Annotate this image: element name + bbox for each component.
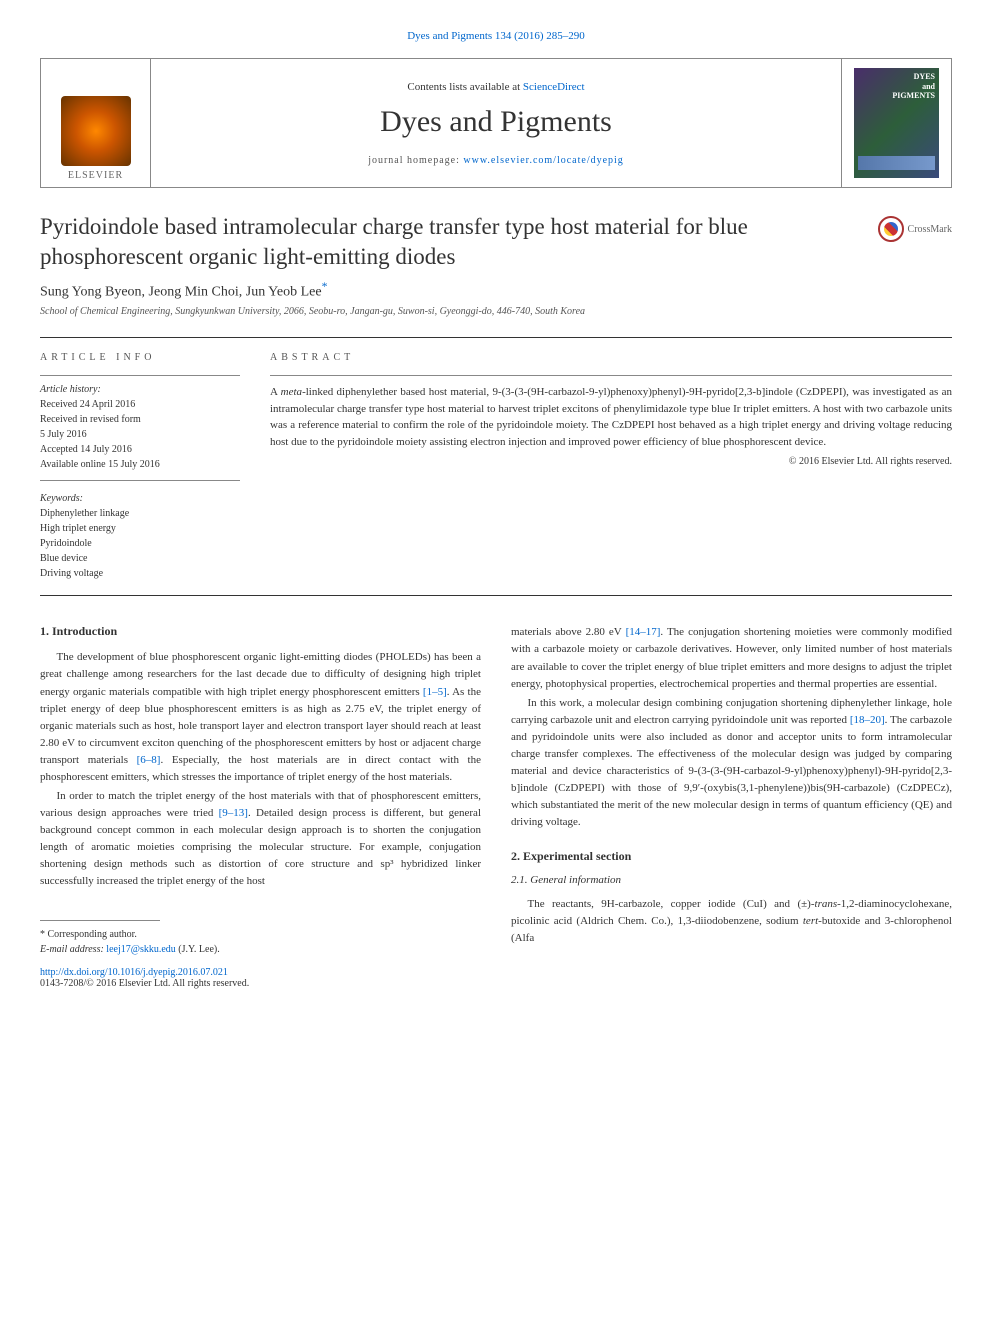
ref-link[interactable]: [1–5] [423, 686, 447, 698]
heading-general-info: 2.1. General information [511, 874, 952, 886]
rule-top [40, 337, 952, 338]
journal-name: Dyes and Pigments [380, 105, 612, 139]
corresponding-mark: * [322, 280, 328, 293]
elsevier-tree-icon [61, 96, 131, 166]
citation-suffix: 290 [568, 30, 585, 42]
ref-link[interactable]: [14–17] [626, 626, 661, 638]
history-item: Received 24 April 2016 [40, 397, 240, 412]
body-columns: 1. Introduction The development of blue … [40, 624, 952, 989]
contents-line: Contents lists available at ScienceDirec… [407, 81, 584, 93]
homepage-url[interactable]: www.elsevier.com/locate/dyepig [463, 155, 623, 166]
top-citation-link[interactable]: Dyes and Pigments 134 (2016) 285–290 [40, 30, 952, 42]
article-info-block: ARTICLE INFO Article history: Received 2… [40, 352, 240, 581]
col2-para-1: materials above 2.80 eV [14–17]. The con… [511, 624, 952, 692]
journal-masthead: ELSEVIER Contents lists available at Sci… [40, 58, 952, 188]
footer-copyright: 0143-7208/© 2016 Elsevier Ltd. All right… [40, 978, 481, 989]
doi-line: http://dx.doi.org/10.1016/j.dyepig.2016.… [40, 967, 481, 978]
abstract-block: ABSTRACT A meta-linked diphenylether bas… [270, 352, 952, 581]
sciencedirect-link[interactable]: ScienceDirect [523, 81, 585, 93]
crossmark-icon [878, 216, 904, 242]
history-item: 5 July 2016 [40, 427, 240, 442]
crossmark-label: CrossMark [908, 224, 952, 235]
col2-para-2: In this work, a molecular design combini… [511, 695, 952, 831]
column-right: materials above 2.80 eV [14–17]. The con… [511, 624, 952, 989]
abstract-label: ABSTRACT [270, 352, 952, 363]
doi-link[interactable]: http://dx.doi.org/10.1016/j.dyepig.2016.… [40, 967, 228, 978]
abstract-copyright: © 2016 Elsevier Ltd. All rights reserved… [270, 456, 952, 467]
article-title: Pyridoindole based intramolecular charge… [40, 212, 858, 272]
keywords-label: Keywords: [40, 493, 240, 504]
journal-cover-thumbnail: DYES and PIGMENTS [854, 68, 939, 178]
authors-line: Sung Yong Byeon, Jeong Min Choi, Jun Yeo… [40, 280, 952, 301]
heading-introduction: 1. Introduction [40, 624, 481, 639]
article-info-label: ARTICLE INFO [40, 352, 240, 363]
homepage-line: journal homepage: www.elsevier.com/locat… [368, 155, 624, 166]
meta-row: ARTICLE INFO Article history: Received 2… [40, 352, 952, 581]
history-item: Available online 15 July 2016 [40, 457, 240, 472]
publisher-logo-cell: ELSEVIER [41, 59, 151, 187]
col2-para-3: The reactants, 9H-carbazole, copper iodi… [511, 896, 952, 947]
column-left: 1. Introduction The development of blue … [40, 624, 481, 989]
contents-prefix: Contents lists available at [407, 81, 522, 93]
email-name: (J.Y. Lee). [176, 944, 220, 955]
footer-rule [40, 920, 160, 921]
cover-strip [858, 156, 935, 170]
info-rule [40, 375, 240, 376]
ref-link[interactable]: [9–13] [219, 807, 248, 819]
crossmark-badge[interactable]: CrossMark [878, 216, 952, 242]
corr-label: * Corresponding author. [40, 927, 481, 942]
keyword-item: Driving voltage [40, 566, 240, 581]
cover-title: DYES and PIGMENTS [858, 72, 935, 101]
email-label: E-mail address: [40, 944, 106, 955]
abstract-rule [270, 375, 952, 376]
masthead-center: Contents lists available at ScienceDirec… [151, 59, 841, 187]
ref-link[interactable]: [6–8] [137, 754, 161, 766]
authors-text: Sung Yong Byeon, Jeong Min Choi, Jun Yeo… [40, 284, 322, 299]
title-row: Pyridoindole based intramolecular charge… [40, 212, 952, 272]
abstract-text: A meta-linked diphenylether based host m… [270, 384, 952, 450]
corresponding-author-footer: * Corresponding author. E-mail address: … [40, 927, 481, 957]
publisher-name: ELSEVIER [68, 170, 123, 181]
info-rule-2 [40, 480, 240, 481]
keyword-item: Blue device [40, 551, 240, 566]
citation-prefix: Dyes and Pigments 134 (2016) 285 [407, 30, 563, 42]
journal-cover-cell: DYES and PIGMENTS [841, 59, 951, 187]
intro-para-2: In order to match the triplet energy of … [40, 788, 481, 890]
rule-bottom [40, 595, 952, 596]
heading-experimental: 2. Experimental section [511, 849, 952, 864]
homepage-label: journal homepage: [368, 155, 463, 166]
keyword-item: High triplet energy [40, 521, 240, 536]
email-line: E-mail address: leej17@skku.edu (J.Y. Le… [40, 942, 481, 957]
history-item: Accepted 14 July 2016 [40, 442, 240, 457]
intro-para-1: The development of blue phosphorescent o… [40, 649, 481, 785]
affiliation: School of Chemical Engineering, Sungkyun… [40, 306, 952, 317]
keyword-item: Pyridoindole [40, 536, 240, 551]
history-item: Received in revised form [40, 412, 240, 427]
keyword-item: Diphenylether linkage [40, 506, 240, 521]
ref-link[interactable]: [18–20] [850, 714, 885, 726]
email-link[interactable]: leej17@skku.edu [106, 944, 175, 955]
history-label: Article history: [40, 384, 240, 395]
